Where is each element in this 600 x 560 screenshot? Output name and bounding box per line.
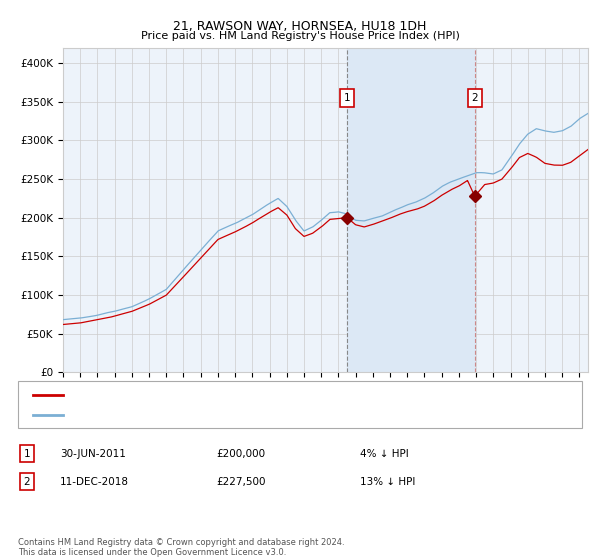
Text: 1: 1 — [23, 449, 31, 459]
Text: Contains HM Land Registry data © Crown copyright and database right 2024.
This d: Contains HM Land Registry data © Crown c… — [18, 538, 344, 557]
Text: 4% ↓ HPI: 4% ↓ HPI — [360, 449, 409, 459]
Text: 30-JUN-2011: 30-JUN-2011 — [60, 449, 126, 459]
Text: 1: 1 — [344, 93, 350, 103]
Text: 2: 2 — [472, 93, 478, 103]
Text: 11-DEC-2018: 11-DEC-2018 — [60, 477, 129, 487]
Text: £227,500: £227,500 — [216, 477, 265, 487]
Text: 21, RAWSON WAY, HORNSEA, HU18 1DH (detached house): 21, RAWSON WAY, HORNSEA, HU18 1DH (detac… — [69, 390, 362, 400]
Text: Price paid vs. HM Land Registry's House Price Index (HPI): Price paid vs. HM Land Registry's House … — [140, 31, 460, 41]
Text: 13% ↓ HPI: 13% ↓ HPI — [360, 477, 415, 487]
Text: £200,000: £200,000 — [216, 449, 265, 459]
Text: 21, RAWSON WAY, HORNSEA, HU18 1DH: 21, RAWSON WAY, HORNSEA, HU18 1DH — [173, 20, 427, 32]
Text: HPI: Average price, detached house, East Riding of Yorkshire: HPI: Average price, detached house, East… — [69, 410, 371, 420]
Text: 2: 2 — [23, 477, 31, 487]
Bar — [347, 48, 475, 372]
